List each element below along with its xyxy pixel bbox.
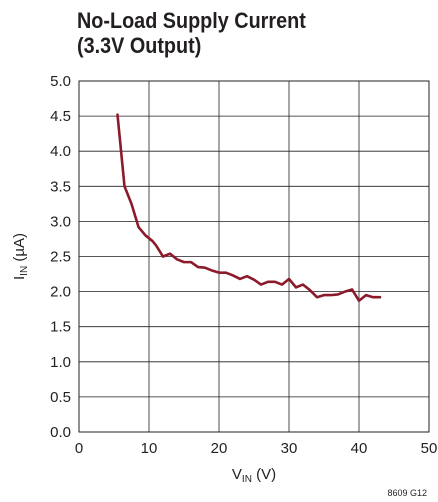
x-axis-label-main: V [232,466,242,483]
figure-id: 8609 G12 [387,488,427,498]
y-tick-label: 5.0 [50,73,71,90]
x-tick-label: 50 [421,440,438,457]
chart-title-line2: (3.3V Output) [77,33,202,58]
y-axis-label: IIN (µA) [11,233,30,280]
y-tick-label: 3.0 [50,213,71,230]
y-tick-label: 2.5 [50,249,71,266]
plot-frame [78,80,430,433]
y-tick-label: 0.5 [50,389,71,406]
x-axis-label: VIN (V) [232,466,276,485]
x-tick-label: 30 [281,440,298,457]
y-axis-label-sub: IN [19,266,30,276]
x-tick-label: 20 [211,440,228,457]
x-tick-label: 40 [351,440,368,457]
x-tick-label: 10 [141,440,158,457]
y-axis-label-unit: (µA) [11,233,28,266]
tick-labels: 0 10 20 30 40 50 0.0 0.5 1.0 1.5 2.0 2.5 3.0 3.5 4.0 4.… [50,73,437,457]
chart-title-line1: No-Load Supply Current [77,8,306,33]
y-tick-label: 1.0 [50,354,71,371]
grid-lines [78,80,430,433]
y-tick-label: 1.5 [50,319,71,336]
x-axis-label-unit: (V) [252,466,276,483]
chart-title: No-Load Supply Current (3.3V Output) [77,8,306,58]
y-tick-label: 2.0 [50,284,71,301]
series-line-0 [116,113,382,303]
y-tick-label: 4.5 [50,108,71,125]
x-axis-label-sub: IN [242,474,252,485]
y-tick-label: 4.0 [50,143,71,160]
y-tick-label: 3.5 [50,178,71,195]
series-layer [116,113,382,303]
y-tick-label: 0.0 [50,424,71,441]
y-axis-label-main: I [11,276,28,280]
x-tick-label: 0 [75,440,83,457]
